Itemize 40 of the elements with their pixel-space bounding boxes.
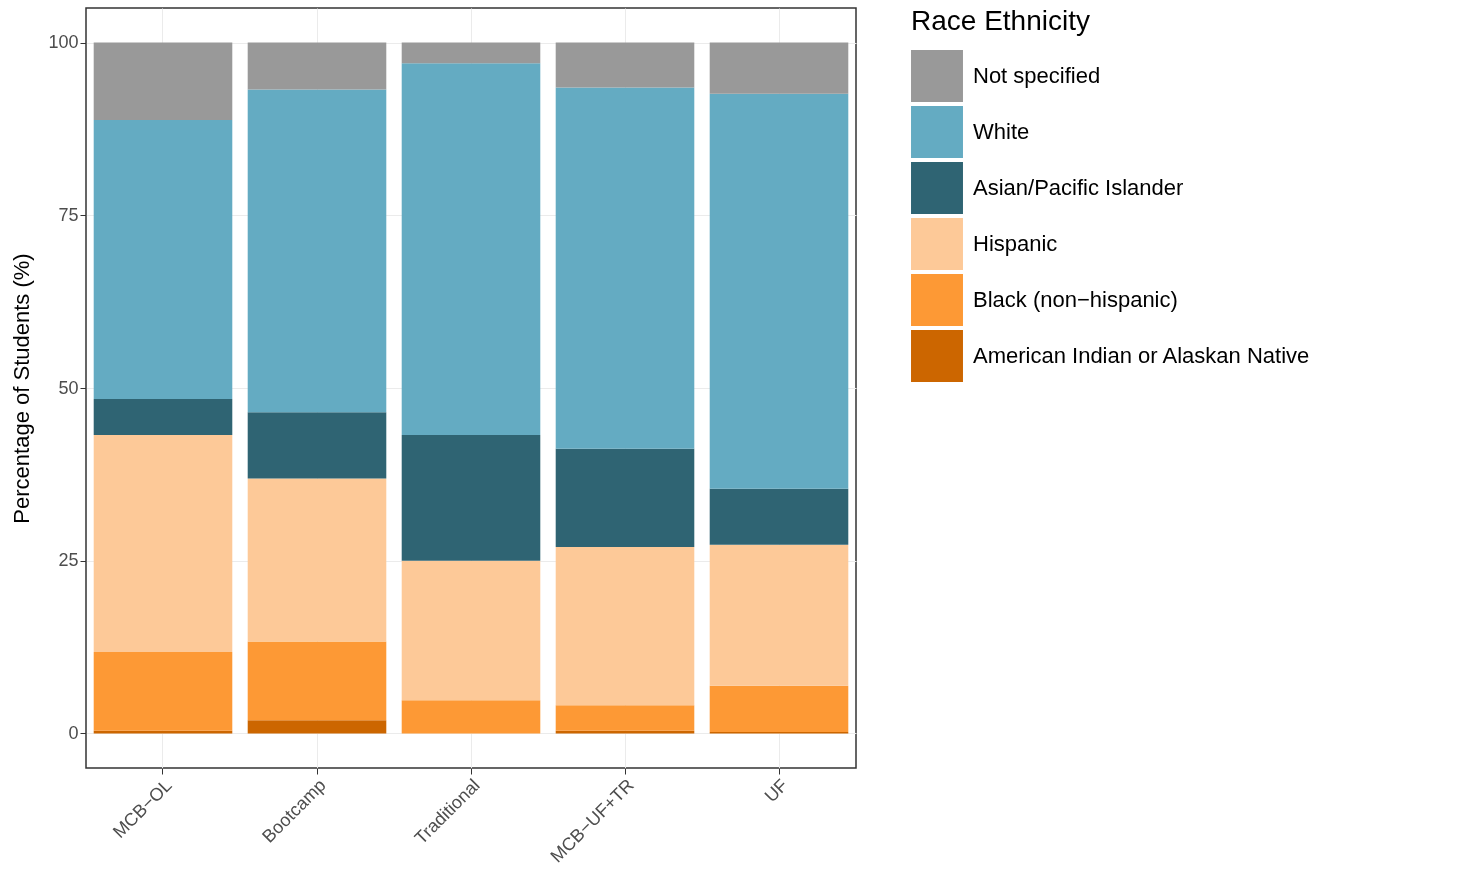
bar: [93, 651, 233, 731]
y-tick-label: 50: [58, 377, 79, 398]
y-tick-label: 25: [58, 550, 79, 571]
legend-label: Black (non−hispanic): [973, 287, 1178, 312]
bar: [555, 42, 695, 88]
bar: [709, 544, 849, 686]
y-tick-label: 100: [48, 32, 79, 53]
bar: [93, 434, 233, 652]
legend-label: American Indian or Alaskan Native: [973, 343, 1310, 368]
bar: [247, 720, 387, 734]
bar: [555, 546, 695, 706]
bar: [401, 560, 541, 701]
bar: [401, 42, 541, 64]
y-tick-label: 75: [58, 204, 79, 225]
bar: [247, 641, 387, 721]
bar: [709, 488, 849, 545]
bar: [401, 63, 541, 435]
legend-label: Asian/Pacific Islander: [973, 175, 1184, 200]
x-tick-label: UF: [760, 775, 792, 807]
bar: [709, 93, 849, 489]
bar: [247, 42, 387, 90]
legend-title: Race Ethnicity: [911, 5, 1090, 36]
legend-label: Hispanic: [973, 231, 1058, 256]
bar: [93, 399, 233, 435]
bar: [93, 119, 233, 400]
legend-label: White: [973, 119, 1030, 144]
bar: [555, 705, 695, 731]
bar: [401, 700, 541, 734]
bar: [247, 412, 387, 479]
bar: [247, 478, 387, 642]
bar: [555, 87, 695, 449]
bar: [93, 42, 233, 120]
bar: [555, 448, 695, 547]
bar: [709, 42, 849, 94]
bar: [709, 685, 849, 733]
bar: [247, 89, 387, 413]
y-tick-label: 0: [68, 722, 79, 743]
y-axis-title: Percentage of Students (%): [9, 253, 35, 524]
legend-label: Not specified: [973, 63, 1101, 88]
bar: [401, 434, 541, 561]
